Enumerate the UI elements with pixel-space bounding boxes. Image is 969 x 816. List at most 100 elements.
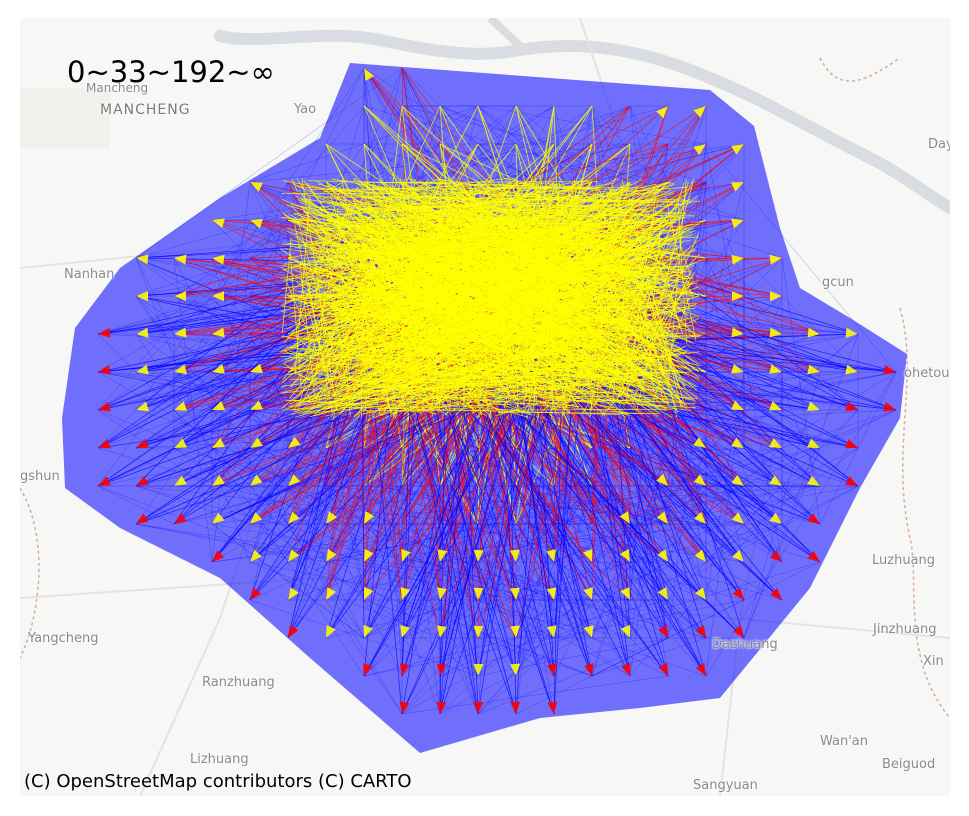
park-area <box>20 88 110 148</box>
flow-arrowhead <box>212 437 225 448</box>
flow-arrowhead <box>883 364 896 375</box>
flow-edge-high <box>587 335 592 389</box>
flow-edge-high <box>294 219 445 239</box>
flow-arrowhead <box>212 512 225 524</box>
flow-edge-high <box>539 397 696 409</box>
flow-edge-high <box>679 404 687 409</box>
flow-edge-high <box>538 213 636 374</box>
flow-arrowhead <box>620 587 630 600</box>
flow-arrowhead <box>619 511 630 524</box>
flow-edge-high <box>283 363 328 393</box>
flow-edge-high <box>335 222 669 391</box>
place-label-jinzhuang: Jinzhuang <box>873 622 937 637</box>
flow-edge-high <box>667 179 687 391</box>
flow-edge-low <box>477 637 669 715</box>
flow-arrowhead <box>473 549 484 562</box>
flow-edge-high <box>677 237 691 276</box>
flow-arrowhead <box>326 587 337 600</box>
flow-edge-high <box>619 215 677 281</box>
flow-edge-high <box>434 339 438 385</box>
flow-edge-low <box>477 447 783 715</box>
flow-edge-high <box>357 264 439 408</box>
flow-arrowhead <box>769 364 782 374</box>
flow-edge-high <box>304 250 367 255</box>
flow-arrowhead <box>436 625 447 638</box>
flow-edge-high <box>346 364 653 372</box>
flow-arrowhead <box>693 106 706 118</box>
flow-edge-high <box>355 186 507 212</box>
flow-edge-high <box>365 239 525 338</box>
flow-edge-high <box>299 348 562 351</box>
flow-arrowhead <box>731 363 744 374</box>
flow-edge-high <box>353 234 614 302</box>
legend-thresholds: 0~33~192~∞ <box>67 55 275 89</box>
flow-edge-high <box>295 336 459 372</box>
flow-arrowhead <box>250 549 262 562</box>
flow-edge-high <box>407 186 454 207</box>
flow-edge-high <box>321 320 453 332</box>
flow-arrowheads <box>98 68 896 714</box>
flow-edge-high <box>392 193 687 219</box>
flow-edge-high <box>324 182 539 193</box>
flow-arrowhead <box>731 512 744 524</box>
flow-edge-high <box>473 269 644 320</box>
flow-edge-high <box>422 226 689 284</box>
flow-edge-high <box>565 181 573 376</box>
flow-edge <box>439 354 569 715</box>
flow-edge-high <box>497 224 553 355</box>
flow-arrowhead <box>657 549 668 562</box>
flow-arrowhead <box>326 549 337 562</box>
flow-edge-high <box>443 340 670 400</box>
flow-edge-high <box>414 262 700 295</box>
flow-arrowhead <box>619 549 630 562</box>
flow-edge <box>401 359 461 715</box>
flow-edge-high <box>308 244 538 395</box>
boundary <box>20 57 950 719</box>
flow-edge-high <box>439 233 649 367</box>
flow-edge-high <box>335 366 473 370</box>
flow-arrowhead <box>212 254 225 265</box>
flow-edge-high <box>342 400 373 414</box>
flow-edge-high <box>608 286 650 391</box>
flow-edge-high <box>430 243 508 399</box>
flow-edge-high <box>354 329 382 417</box>
flow-edge-high <box>317 198 686 211</box>
flow-arrowhead <box>807 438 820 448</box>
flow-arrowhead <box>473 701 484 714</box>
place-label-luzhuang: Luzhuang <box>872 553 936 568</box>
flow-map[interactable] <box>20 18 950 796</box>
flow-edge-high <box>335 186 688 216</box>
flow-arrowhead <box>546 587 557 600</box>
flow-arrowhead <box>695 663 706 676</box>
flow-arrowhead <box>473 663 484 676</box>
flow-arrowhead <box>399 663 410 676</box>
flow-arrowhead <box>845 476 858 486</box>
flow-arrowhead <box>437 549 448 562</box>
flow-arrowhead <box>436 663 447 676</box>
flow-edge-high <box>527 216 668 357</box>
flow-edge-high <box>447 181 579 248</box>
flow-arrowhead <box>363 625 373 638</box>
flow-arrowhead <box>769 512 782 524</box>
flow-edge-high <box>300 236 447 385</box>
flow-arrowhead <box>883 401 896 412</box>
flow-arrowhead <box>136 327 149 338</box>
flow-edge-high <box>303 330 347 336</box>
flow-arrowhead <box>174 364 187 375</box>
flow-edge <box>360 358 403 601</box>
flow-edge-high <box>306 304 693 401</box>
flow-edge-high <box>427 248 510 280</box>
map-frame[interactable]: Mancheng MANCHENG Yao Day Nanhan gcun oh… <box>20 18 950 796</box>
place-label-dazhuang: Dazhuang <box>712 637 778 652</box>
flow-arrowhead <box>473 587 484 600</box>
flow-edge <box>409 362 479 639</box>
flow-edge-high <box>296 281 373 335</box>
flow-edge <box>396 261 555 715</box>
flow-edge-high <box>546 249 552 379</box>
flow-arrowhead <box>250 437 263 448</box>
flow-edge-high <box>450 186 609 263</box>
flow-arrowhead <box>732 625 744 638</box>
flow-edge-high <box>309 253 651 385</box>
flow-edge-high <box>416 347 485 354</box>
flow-arrowhead <box>732 587 744 600</box>
